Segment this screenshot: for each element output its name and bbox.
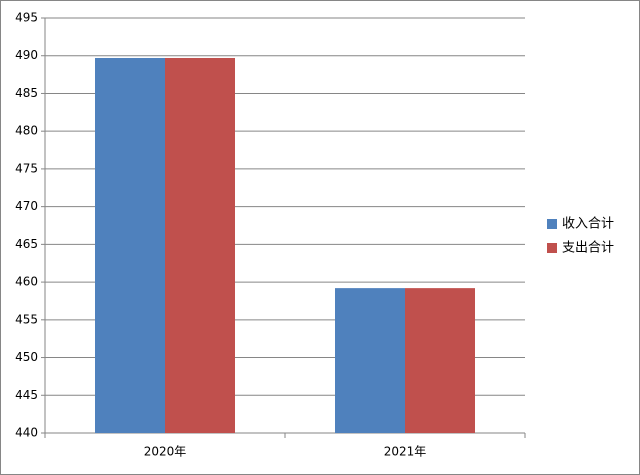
y-tick-label: 440 [15,426,38,440]
y-tick-label: 480 [15,124,38,138]
y-tick-label: 465 [15,237,38,251]
y-tick-label: 445 [15,388,38,402]
legend-swatch [547,219,557,229]
bar [335,288,405,433]
y-tick-label: 450 [15,350,38,364]
x-tick-label: 2021年 [384,445,427,459]
bar [165,57,235,434]
legend-label: 收入合计 [562,217,614,232]
y-tick-label: 470 [15,199,38,213]
y-tick-label: 490 [15,48,38,62]
y-tick-label: 460 [15,275,38,289]
y-tick-label: 495 [15,11,38,25]
y-tick-label: 485 [15,86,38,100]
y-tick-label: 455 [15,312,38,326]
bar [405,288,475,433]
y-tick-label: 475 [15,161,38,175]
legend-swatch [547,243,557,253]
bar [95,57,165,434]
legend-label: 支出合计 [562,241,614,256]
x-tick-label: 2020年 [144,445,187,459]
